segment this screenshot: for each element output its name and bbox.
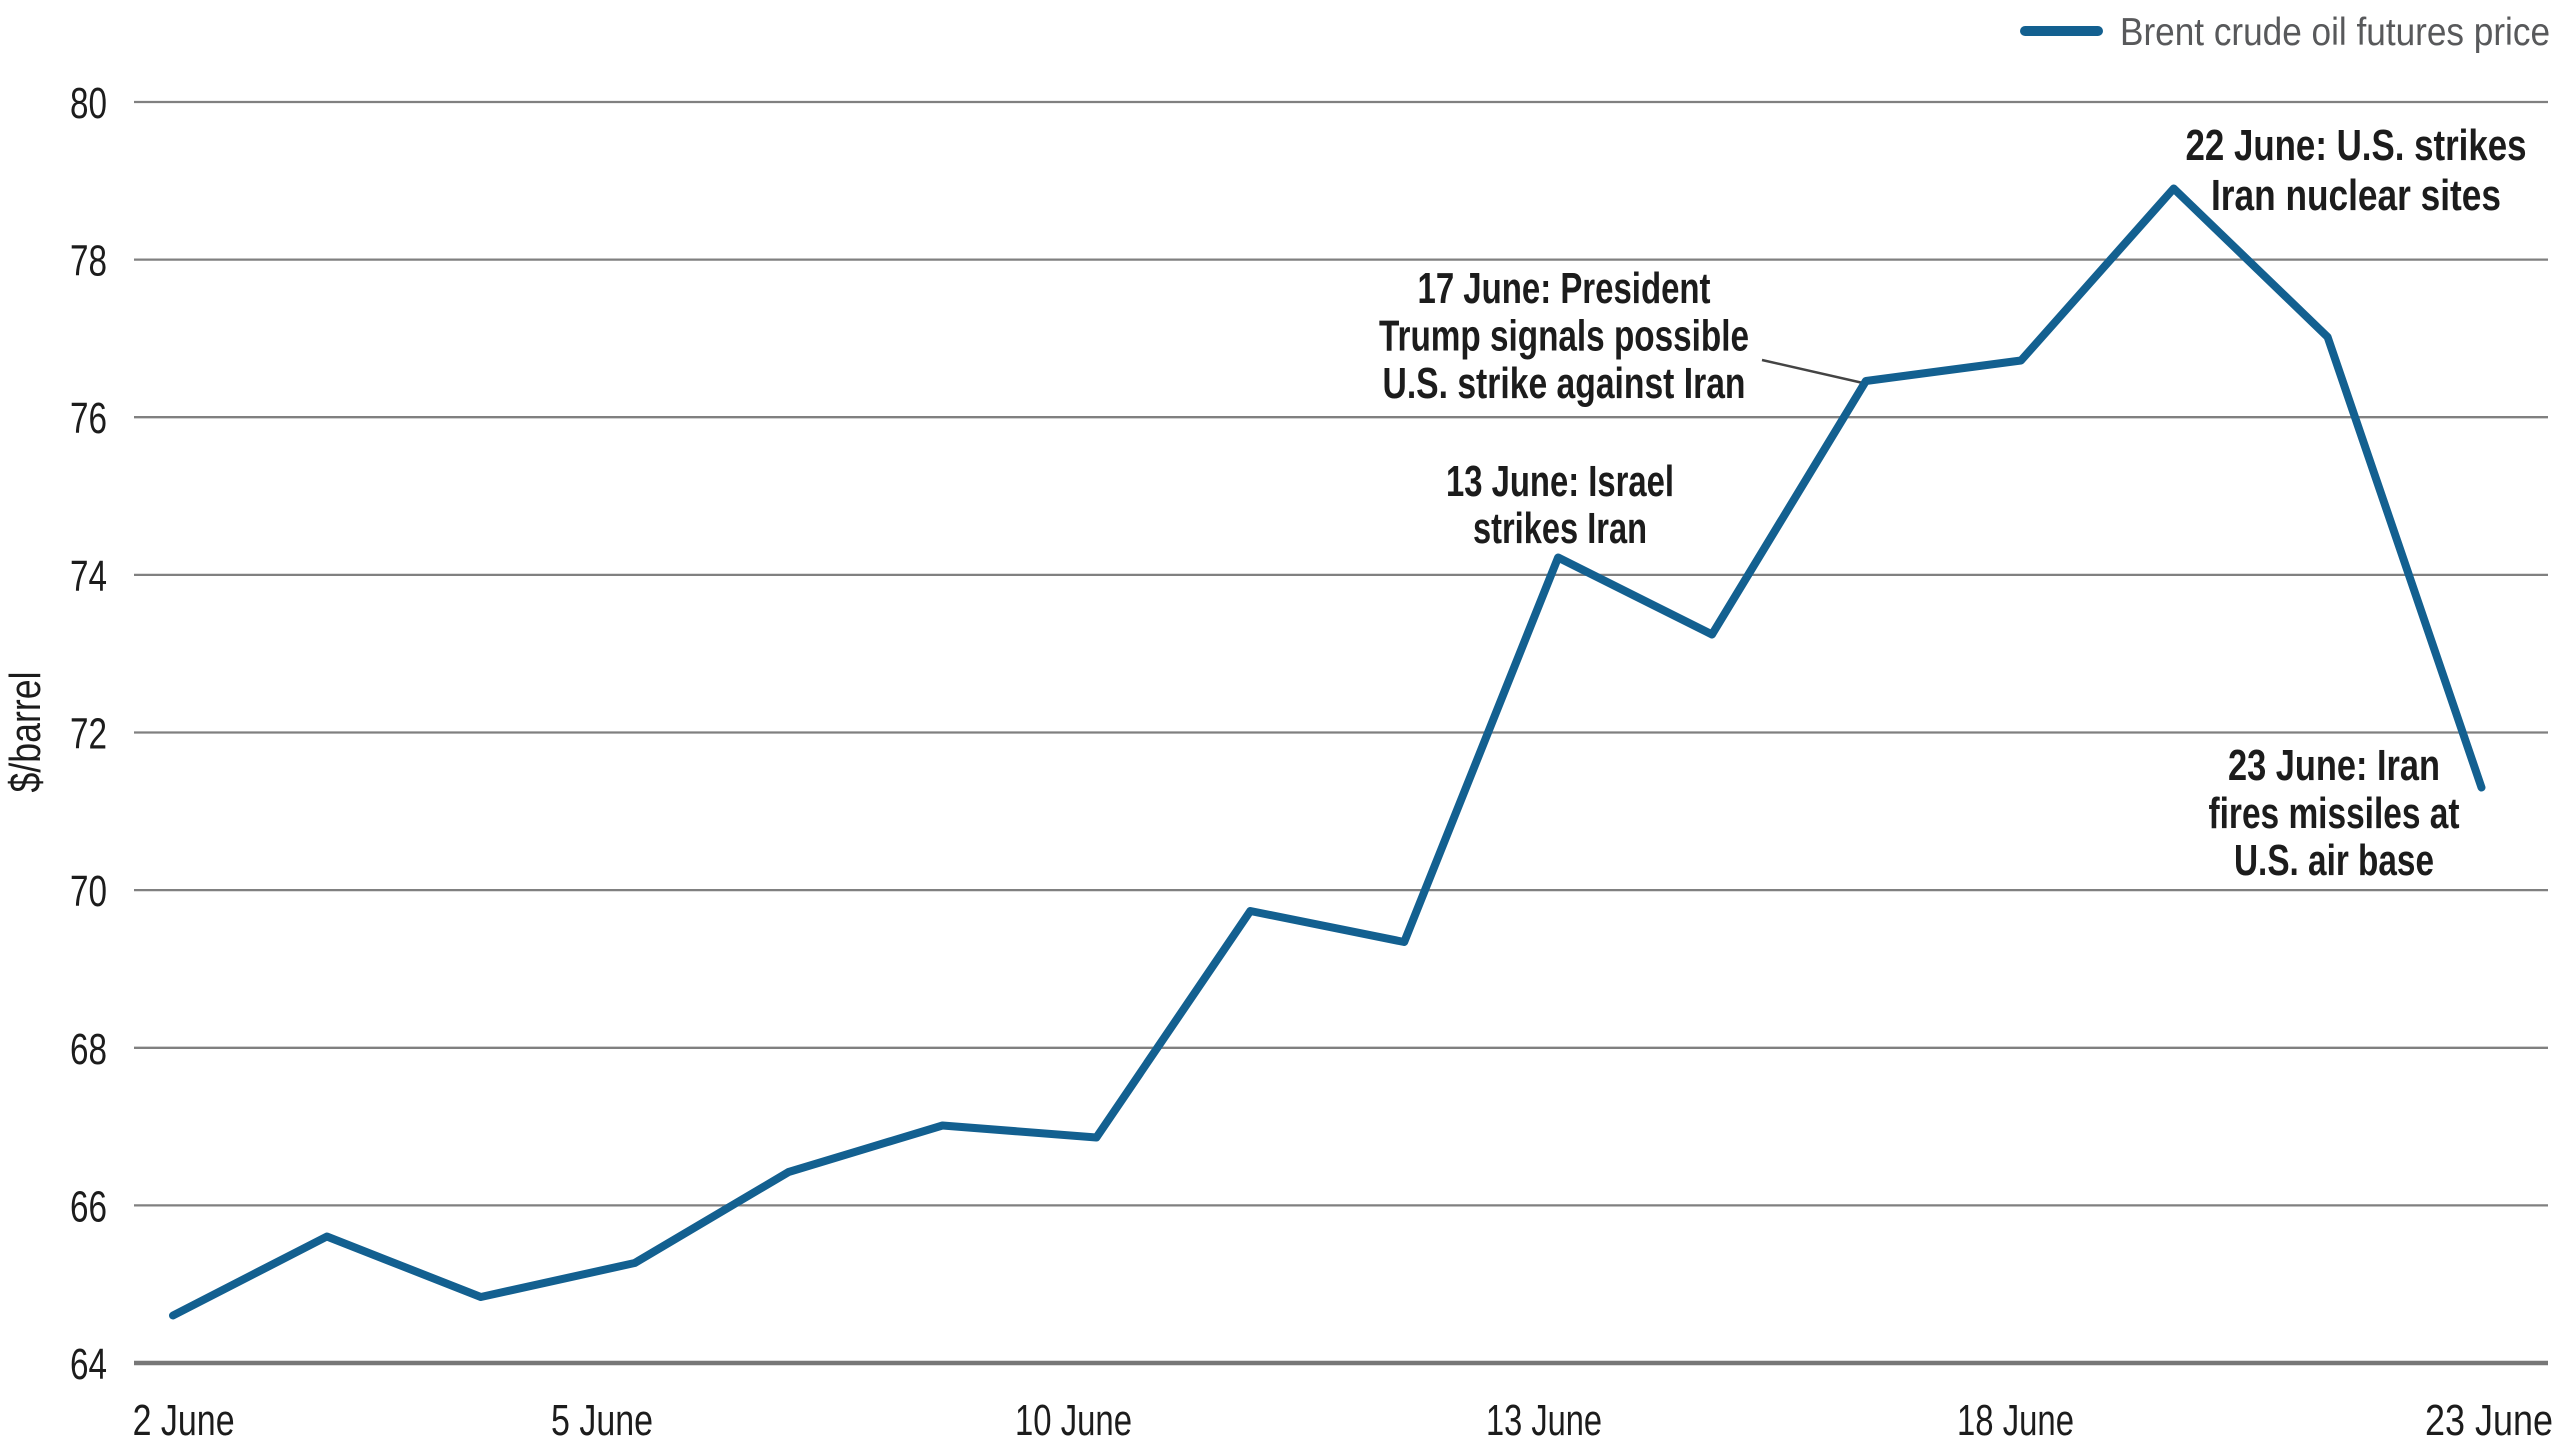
svg-text:18 June: 18 June: [1957, 1396, 2074, 1440]
svg-text:13 June: Israel: 13 June: Israel: [1446, 457, 1674, 506]
svg-text:80: 80: [70, 79, 107, 128]
svg-text:U.S. strike against Iran: U.S. strike against Iran: [1383, 359, 1746, 408]
svg-text:23 June: Iran: 23 June: Iran: [2228, 741, 2440, 790]
svg-text:78: 78: [70, 237, 107, 286]
svg-text:72: 72: [70, 710, 107, 759]
svg-text:10 June: 10 June: [1015, 1396, 1132, 1440]
svg-text:64: 64: [70, 1340, 107, 1389]
svg-text:22 June: U.S. strikes: 22 June: U.S. strikes: [2186, 121, 2527, 170]
svg-text:76: 76: [70, 394, 107, 443]
svg-text:Trump signals possible: Trump signals possible: [1379, 312, 1749, 361]
svg-text:U.S. air base: U.S. air base: [2234, 836, 2434, 885]
svg-text:Iran nuclear sites: Iran nuclear sites: [2211, 171, 2501, 220]
svg-text:68: 68: [70, 1025, 107, 1074]
svg-text:74: 74: [70, 552, 107, 601]
svg-text:13 June: 13 June: [1486, 1396, 1602, 1440]
svg-text:fires missiles at: fires missiles at: [2209, 789, 2460, 838]
svg-text:5 June: 5 June: [551, 1396, 653, 1440]
svg-text:17 June: President: 17 June: President: [1418, 264, 1711, 313]
svg-text:23 June: 23 June: [2425, 1396, 2553, 1440]
svg-text:Brent crude oil futures price: Brent crude oil futures price: [2120, 11, 2550, 54]
svg-text:66: 66: [70, 1182, 107, 1231]
svg-text:strikes Iran: strikes Iran: [1473, 504, 1647, 553]
svg-text:70: 70: [70, 867, 107, 916]
svg-text:$/barrel: $/barrel: [1, 672, 50, 793]
svg-text:2 June: 2 June: [133, 1396, 235, 1440]
